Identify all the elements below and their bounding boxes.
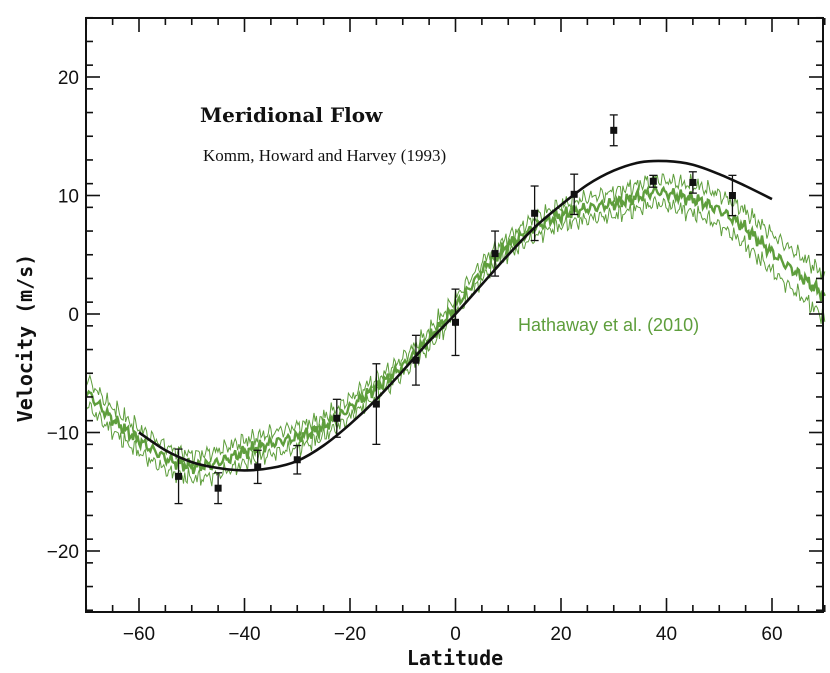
y-tick-label: 10 (58, 187, 79, 208)
x-tick-label: 0 (450, 624, 461, 645)
axis-ticks-layer: −60 −40 −20 0 20 40 60 −20 −10 0 10 20 (47, 16, 826, 645)
data-point (570, 190, 578, 198)
y-tick-label: −10 (47, 424, 79, 445)
data-point (214, 484, 222, 492)
data-point (254, 463, 262, 471)
y-axis-label: Velocity (m/s) (13, 254, 37, 423)
y-tick-label: 0 (68, 305, 79, 326)
data-point (372, 400, 380, 408)
chart-subtitle: Komm, Howard and Harvey (1993) (203, 146, 446, 165)
hathaway-label: Hathaway et al. (2010) (518, 315, 699, 335)
data-point (728, 192, 736, 199)
data-point (531, 209, 539, 217)
data-point (412, 356, 420, 364)
data-point (333, 414, 341, 422)
x-tick-label: 60 (761, 624, 782, 645)
data-point (491, 250, 499, 258)
data-point (610, 126, 618, 134)
x-tick-label: −20 (334, 624, 366, 645)
chart-title: Meridional Flow (200, 103, 383, 127)
x-tick-label: −60 (123, 624, 155, 645)
data-point (175, 472, 183, 480)
data-point (452, 318, 459, 326)
x-axis-label: Latitude (407, 646, 503, 670)
data-point (649, 177, 657, 185)
x-tick-label: 40 (656, 624, 677, 645)
data-point (293, 456, 301, 464)
plot-frame (85, 17, 824, 613)
x-tick-label: −40 (228, 624, 260, 645)
y-tick-label: −20 (47, 542, 79, 563)
y-tick-label: 20 (58, 68, 79, 89)
x-tick-label: 20 (550, 624, 571, 645)
data-point (689, 178, 697, 186)
komm-points-layer (174, 114, 737, 505)
